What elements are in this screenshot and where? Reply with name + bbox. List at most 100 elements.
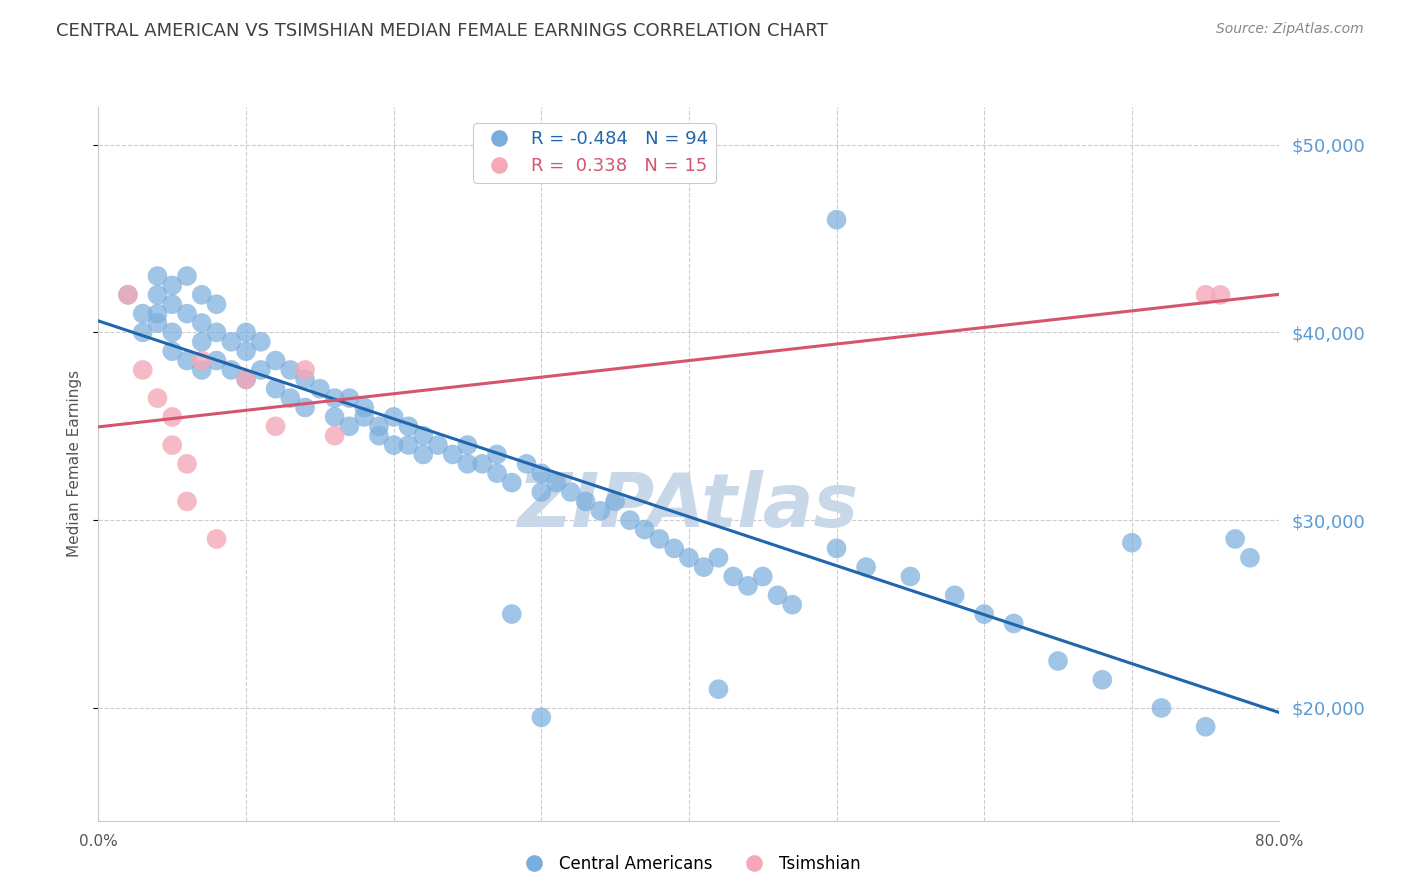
Point <box>132 363 155 377</box>
Point <box>530 710 553 724</box>
Point <box>412 447 434 461</box>
Point <box>176 307 198 321</box>
Point <box>278 391 302 405</box>
Text: 0.0%: 0.0% <box>79 834 118 849</box>
Point <box>471 457 494 471</box>
Point <box>294 401 316 415</box>
Point <box>1195 288 1218 302</box>
Point <box>368 419 391 434</box>
Point <box>1195 720 1218 734</box>
Point <box>162 409 183 424</box>
Point <box>323 409 346 424</box>
Point <box>205 353 228 368</box>
Point <box>456 457 478 471</box>
Point <box>162 438 183 452</box>
Point <box>605 494 627 508</box>
Point <box>162 297 183 311</box>
Text: Source: ZipAtlas.com: Source: ZipAtlas.com <box>1216 22 1364 37</box>
Point <box>456 438 478 452</box>
Point <box>1002 616 1025 631</box>
Point <box>427 438 450 452</box>
Point <box>707 550 730 565</box>
Text: ZIPAtlas: ZIPAtlas <box>519 470 859 543</box>
Point <box>515 457 537 471</box>
Point <box>162 278 183 293</box>
Point <box>441 447 464 461</box>
Point <box>368 428 391 442</box>
Point <box>530 467 553 481</box>
Point <box>412 428 434 442</box>
Point <box>191 288 214 302</box>
Point <box>191 353 214 368</box>
Point <box>396 438 419 452</box>
Point <box>501 475 523 490</box>
Point <box>264 353 287 368</box>
Text: CENTRAL AMERICAN VS TSIMSHIAN MEDIAN FEMALE EARNINGS CORRELATION CHART: CENTRAL AMERICAN VS TSIMSHIAN MEDIAN FEM… <box>56 22 828 40</box>
Point <box>782 598 804 612</box>
Point <box>294 372 316 386</box>
Point <box>323 391 346 405</box>
Point <box>560 485 582 500</box>
Point <box>382 409 405 424</box>
Point <box>855 560 877 574</box>
Point <box>146 288 169 302</box>
Point <box>219 363 242 377</box>
Point <box>205 532 228 546</box>
Point <box>176 494 198 508</box>
Point <box>678 550 700 565</box>
Point <box>633 523 655 537</box>
Point <box>723 569 745 583</box>
Point <box>1209 288 1232 302</box>
Point <box>825 541 848 556</box>
Point <box>589 504 612 518</box>
Point <box>162 326 183 340</box>
Point <box>339 391 360 405</box>
Legend: Central Americans, Tsimshian: Central Americans, Tsimshian <box>510 848 868 880</box>
Point <box>235 344 257 359</box>
Point <box>943 588 966 602</box>
Point <box>191 334 214 349</box>
Point <box>219 334 242 349</box>
Point <box>1223 532 1246 546</box>
Point <box>900 569 922 583</box>
Point <box>973 607 995 621</box>
Point <box>486 447 509 461</box>
Point <box>766 588 789 602</box>
Point <box>664 541 686 556</box>
Point <box>825 212 848 227</box>
Legend: R = -0.484   N = 94, R =  0.338   N = 15: R = -0.484 N = 94, R = 0.338 N = 15 <box>474 123 716 183</box>
Point <box>530 485 553 500</box>
Point <box>205 326 228 340</box>
Point <box>1150 701 1173 715</box>
Point <box>619 513 641 527</box>
Point <box>191 363 214 377</box>
Point <box>132 307 155 321</box>
Point <box>264 419 287 434</box>
Point <box>146 391 169 405</box>
Point <box>1239 550 1261 565</box>
Point <box>146 316 169 330</box>
Point <box>353 409 375 424</box>
Point <box>382 438 405 452</box>
Point <box>176 457 198 471</box>
Point <box>235 372 257 386</box>
Point <box>309 382 332 396</box>
Point <box>1121 535 1143 549</box>
Point <box>323 428 346 442</box>
Point <box>353 401 375 415</box>
Point <box>132 326 155 340</box>
Point <box>146 307 169 321</box>
Point <box>546 475 568 490</box>
Point <box>693 560 716 574</box>
Point <box>117 288 139 302</box>
Point <box>235 372 257 386</box>
Point <box>146 268 169 283</box>
Point <box>162 344 183 359</box>
Point <box>1046 654 1069 668</box>
Point <box>737 579 759 593</box>
Point <box>250 363 273 377</box>
Point <box>396 419 419 434</box>
Point <box>294 363 316 377</box>
Point <box>205 297 228 311</box>
Point <box>176 268 198 283</box>
